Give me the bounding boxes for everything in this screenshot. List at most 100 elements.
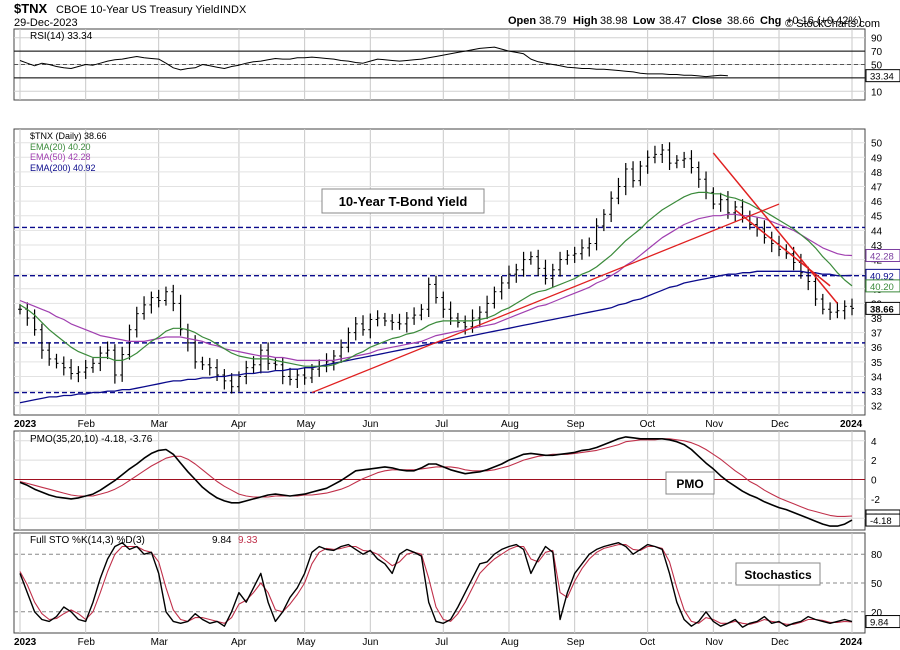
series-layer bbox=[18, 46, 854, 628]
price-tick-label: 35 bbox=[871, 358, 883, 369]
price-tick-label: 33 bbox=[871, 387, 883, 398]
pmo-tick-label: 4 bbox=[871, 437, 877, 448]
price-right-label-box bbox=[865, 279, 900, 293]
sto-right-label: 9.84 bbox=[870, 618, 889, 629]
sto-d-line bbox=[19, 544, 853, 625]
x-axis-label: Oct bbox=[640, 419, 656, 430]
ema20-line bbox=[19, 191, 853, 367]
sto-tick-label: 80 bbox=[871, 550, 883, 561]
sto-legend-prefix: Full STO %K(14,3) %D(3) bbox=[30, 535, 145, 546]
sto-annotation-box bbox=[735, 562, 821, 586]
pmo-tick-label: 0 bbox=[871, 476, 877, 487]
price-tick-label: 49 bbox=[871, 153, 883, 164]
sto-tick-label: 50 bbox=[871, 579, 883, 590]
rising-trendline bbox=[311, 203, 780, 394]
x-axis-label: May bbox=[297, 419, 316, 430]
sto-annotation: Stochastics bbox=[744, 568, 812, 582]
price-tick-label: 50 bbox=[871, 139, 883, 150]
price-tick-label: 38 bbox=[871, 314, 883, 325]
ema50-line bbox=[19, 213, 853, 361]
price-right-label-box bbox=[865, 301, 900, 315]
x-axis-label: 2024 bbox=[840, 419, 863, 430]
rsi-tick-label: 70 bbox=[871, 47, 883, 58]
price-annotation-box bbox=[321, 188, 485, 214]
pmo-legend: PMO(35,20,10) -4.18, -3.76 bbox=[30, 434, 153, 445]
price-tick-label: 34 bbox=[871, 372, 883, 383]
x-axis-label: Dec bbox=[771, 637, 789, 648]
price-tick-label: 48 bbox=[871, 168, 883, 179]
falling-trendline-lower bbox=[734, 209, 831, 287]
sto-tick-label: 20 bbox=[871, 608, 883, 619]
price-right-label: 40.20 bbox=[870, 282, 894, 293]
grid-layer bbox=[14, 29, 865, 633]
label-layer: 907050301033.345049484746454443424140393… bbox=[14, 34, 900, 648]
x-axis-label: May bbox=[297, 637, 316, 648]
header-ohlc: Open 38.79 High 38.98 Low 38.47 Close 38… bbox=[508, 15, 862, 27]
x-axis-label: Aug bbox=[501, 637, 519, 648]
header-date: 29-Dec-2023 bbox=[14, 17, 78, 29]
rsi-legend-text: RSI(14) 33.34 bbox=[30, 31, 93, 42]
high-label: High bbox=[573, 15, 598, 27]
price-tick-label: 43 bbox=[871, 241, 883, 252]
price-legend-symbol: $TNX (Daily) 38.66 bbox=[30, 131, 107, 141]
x-axis-label: Apr bbox=[231, 637, 247, 648]
rsi-legend: RSI(14) 33.34 bbox=[30, 31, 93, 42]
sto-k-value: 9.84 bbox=[212, 535, 232, 546]
rsi-tick-label: 50 bbox=[871, 61, 883, 72]
sto-k-line bbox=[19, 542, 853, 628]
x-axis-label: Apr bbox=[231, 419, 247, 430]
pmo-tick-label: -2 bbox=[871, 495, 880, 506]
sto-legend: Full STO %K(14,3) %D(3) 9.84 9.33 bbox=[30, 535, 258, 546]
header-symbol: $TNX bbox=[14, 1, 48, 16]
price-right-label: 40.92 bbox=[870, 271, 894, 282]
pmo-tick-label: 2 bbox=[871, 456, 877, 467]
price-tick-label: 46 bbox=[871, 197, 883, 208]
low-value: 38.47 bbox=[659, 15, 687, 27]
price-tick-label: 32 bbox=[871, 402, 883, 413]
price-panel bbox=[13, 128, 866, 416]
ema20-legend: EMA(20) 40.20 bbox=[30, 142, 91, 152]
x-axis-label: Dec bbox=[771, 419, 789, 430]
x-axis-label: Sep bbox=[567, 637, 585, 648]
x-axis-label: 2023 bbox=[14, 637, 37, 648]
price-annotation: 10-Year T-Bond Yield bbox=[339, 194, 468, 209]
pmo-signal-line bbox=[19, 438, 853, 517]
rsi-tick-label: 10 bbox=[871, 87, 883, 98]
header-name: CBOE 10-Year US Treasury Yield bbox=[56, 4, 219, 16]
sto-right-label-box bbox=[865, 615, 900, 629]
open-value: 38.79 bbox=[539, 15, 567, 27]
falling-trendline-upper bbox=[712, 152, 838, 304]
price-legend: $TNX (Daily) 38.66 EMA(20) 40.20 EMA(50)… bbox=[30, 131, 107, 173]
x-axis-label: 2023 bbox=[14, 419, 37, 430]
high-value: 38.98 bbox=[600, 15, 628, 27]
close-label: Close bbox=[692, 15, 722, 27]
ema200-legend: EMA(200) 40.92 bbox=[30, 163, 96, 173]
price-tick-label: 45 bbox=[871, 212, 883, 223]
price-right-label: 38.66 bbox=[870, 304, 894, 315]
x-axis-label: Feb bbox=[78, 419, 96, 430]
price-tick-label: 37 bbox=[871, 329, 883, 340]
x-axis-label: Jul bbox=[435, 419, 448, 430]
x-axis-label: 2024 bbox=[840, 637, 863, 648]
x-axis-label: Oct bbox=[640, 637, 656, 648]
pmo-annotation-box bbox=[665, 471, 715, 495]
chg-value: +0.16 (+0.42%) bbox=[786, 15, 862, 27]
header-watermark: © StockCharts.com bbox=[785, 18, 880, 30]
x-axis-label: Sep bbox=[567, 419, 585, 430]
low-label: Low bbox=[633, 15, 655, 27]
pmo-right-label: -4.18 bbox=[870, 516, 892, 527]
pmo-line bbox=[19, 436, 853, 527]
pmo-right-label-box bbox=[865, 513, 900, 527]
price-right-label: 42.28 bbox=[870, 251, 894, 262]
rsi-line bbox=[19, 46, 728, 78]
ema50-legend: EMA(50) 42.28 bbox=[30, 152, 91, 162]
open-label: Open bbox=[508, 15, 536, 27]
x-axis-label: Mar bbox=[151, 637, 169, 648]
price-tick-label: 44 bbox=[871, 226, 883, 237]
rsi-last-label: 33.34 bbox=[870, 72, 894, 83]
x-axis-label: Jul bbox=[435, 637, 448, 648]
price-right-label-box bbox=[865, 248, 900, 262]
